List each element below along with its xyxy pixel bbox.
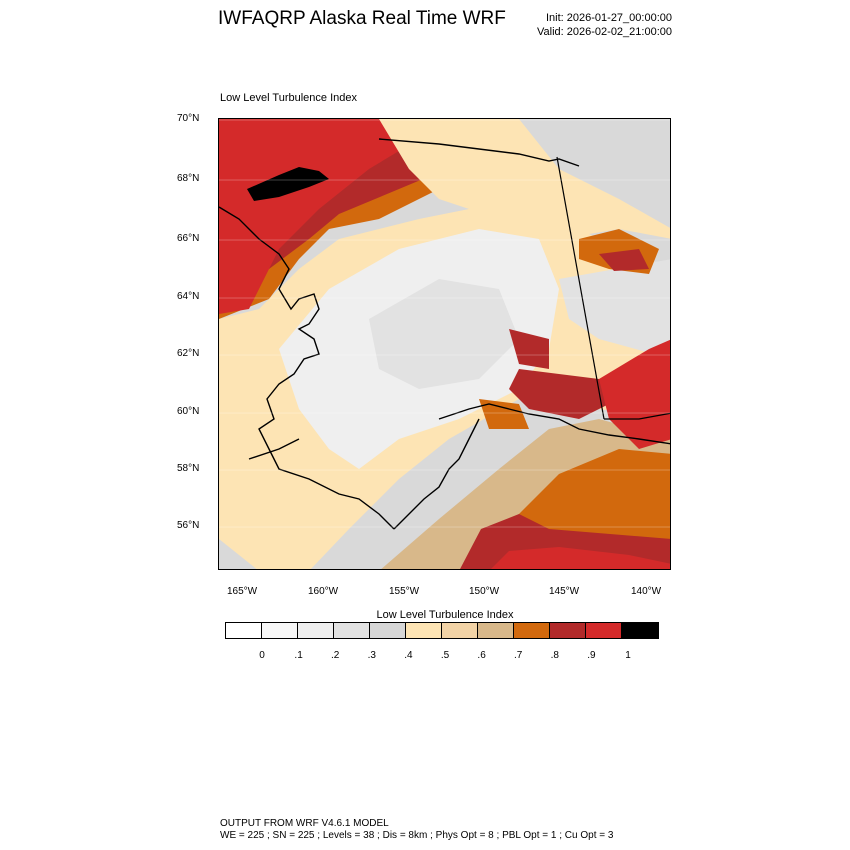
- map-title: Low Level Turbulence Index: [220, 92, 357, 104]
- coastlines: [219, 138, 670, 530]
- lat-label: 68°N: [177, 173, 200, 184]
- map-panel: [218, 118, 671, 570]
- colorbar-swatch: [226, 623, 262, 638]
- colorbar-tick-label: .5: [440, 650, 450, 661]
- gulf-red-zone: [491, 547, 670, 569]
- lon-label: 150°W: [469, 586, 500, 597]
- lat-label: 64°N: [177, 291, 200, 302]
- graticule: [219, 119, 670, 528]
- colorbar-tick-label: .1: [294, 650, 303, 661]
- lon-label: 155°W: [389, 586, 420, 597]
- lat-label: 60°N: [177, 406, 200, 417]
- lat-label: 70°N: [177, 113, 200, 124]
- lat-label: 58°N: [177, 463, 200, 474]
- colorbar: [225, 622, 659, 639]
- coast-orange-patch: [479, 399, 529, 429]
- colorbar-swatch: [550, 623, 586, 638]
- colorbar-swatch: [262, 623, 298, 638]
- colorbar-tick-label: .6: [477, 650, 486, 661]
- colorbar-tick-label: .7: [514, 650, 523, 661]
- east-darkred-patch: [599, 249, 649, 271]
- colorbar-title: Low Level Turbulence Index: [376, 609, 514, 621]
- footer-model-line: OUTPUT FROM WRF V4.6.1 MODEL: [220, 818, 389, 829]
- se-red-patch: [599, 339, 670, 449]
- sc-darkred-patch: [509, 369, 619, 419]
- lat-label: 56°N: [177, 520, 200, 531]
- colorbar-swatch: [478, 623, 514, 638]
- borders: [556, 156, 670, 420]
- colorbar-tick-label: .3: [367, 650, 376, 661]
- colorbar-tick-label: .8: [550, 650, 559, 661]
- ne-gray-zone: [519, 119, 670, 228]
- page-title: IWFAQRP Alaska Real Time WRF: [218, 8, 506, 29]
- colorbar-swatch: [622, 623, 658, 638]
- lat-label: 66°N: [177, 233, 200, 244]
- colorbar-swatch: [370, 623, 406, 638]
- colorbar-swatch: [442, 623, 478, 638]
- colorbar-swatch: [334, 623, 370, 638]
- lon-label: 145°W: [549, 586, 580, 597]
- lon-label: 140°W: [631, 586, 662, 597]
- valid-time: Valid: 2026-02-02_21:00:00: [537, 26, 672, 38]
- turbulence-map: [219, 119, 670, 569]
- lat-label: 62°N: [177, 348, 200, 359]
- colorbar-swatch: [406, 623, 442, 638]
- colorbar-tick-label: .2: [331, 650, 340, 661]
- init-time: Init: 2026-01-27_00:00:00: [546, 12, 672, 24]
- max-turbulence-zone: [247, 167, 329, 201]
- nw-red-zone: [219, 119, 459, 314]
- lon-label: 165°W: [227, 586, 258, 597]
- colorbar-swatch: [586, 623, 622, 638]
- colorbar-swatch: [298, 623, 334, 638]
- interior-gray-zone: [369, 279, 519, 389]
- colorbar-tick-label: .4: [404, 650, 413, 661]
- lon-label: 160°W: [308, 586, 339, 597]
- footer-config-line: WE = 225 ; SN = 225 ; Levels = 38 ; Dis …: [220, 830, 614, 841]
- colorbar-tick-label: .9: [587, 650, 596, 661]
- central-red-patch: [509, 329, 549, 369]
- colorbar-tick-label: 1: [625, 650, 631, 661]
- colorbar-swatch: [514, 623, 550, 638]
- colorbar-tick-label: 0: [259, 650, 265, 661]
- yukon-gray-zone: [559, 259, 670, 359]
